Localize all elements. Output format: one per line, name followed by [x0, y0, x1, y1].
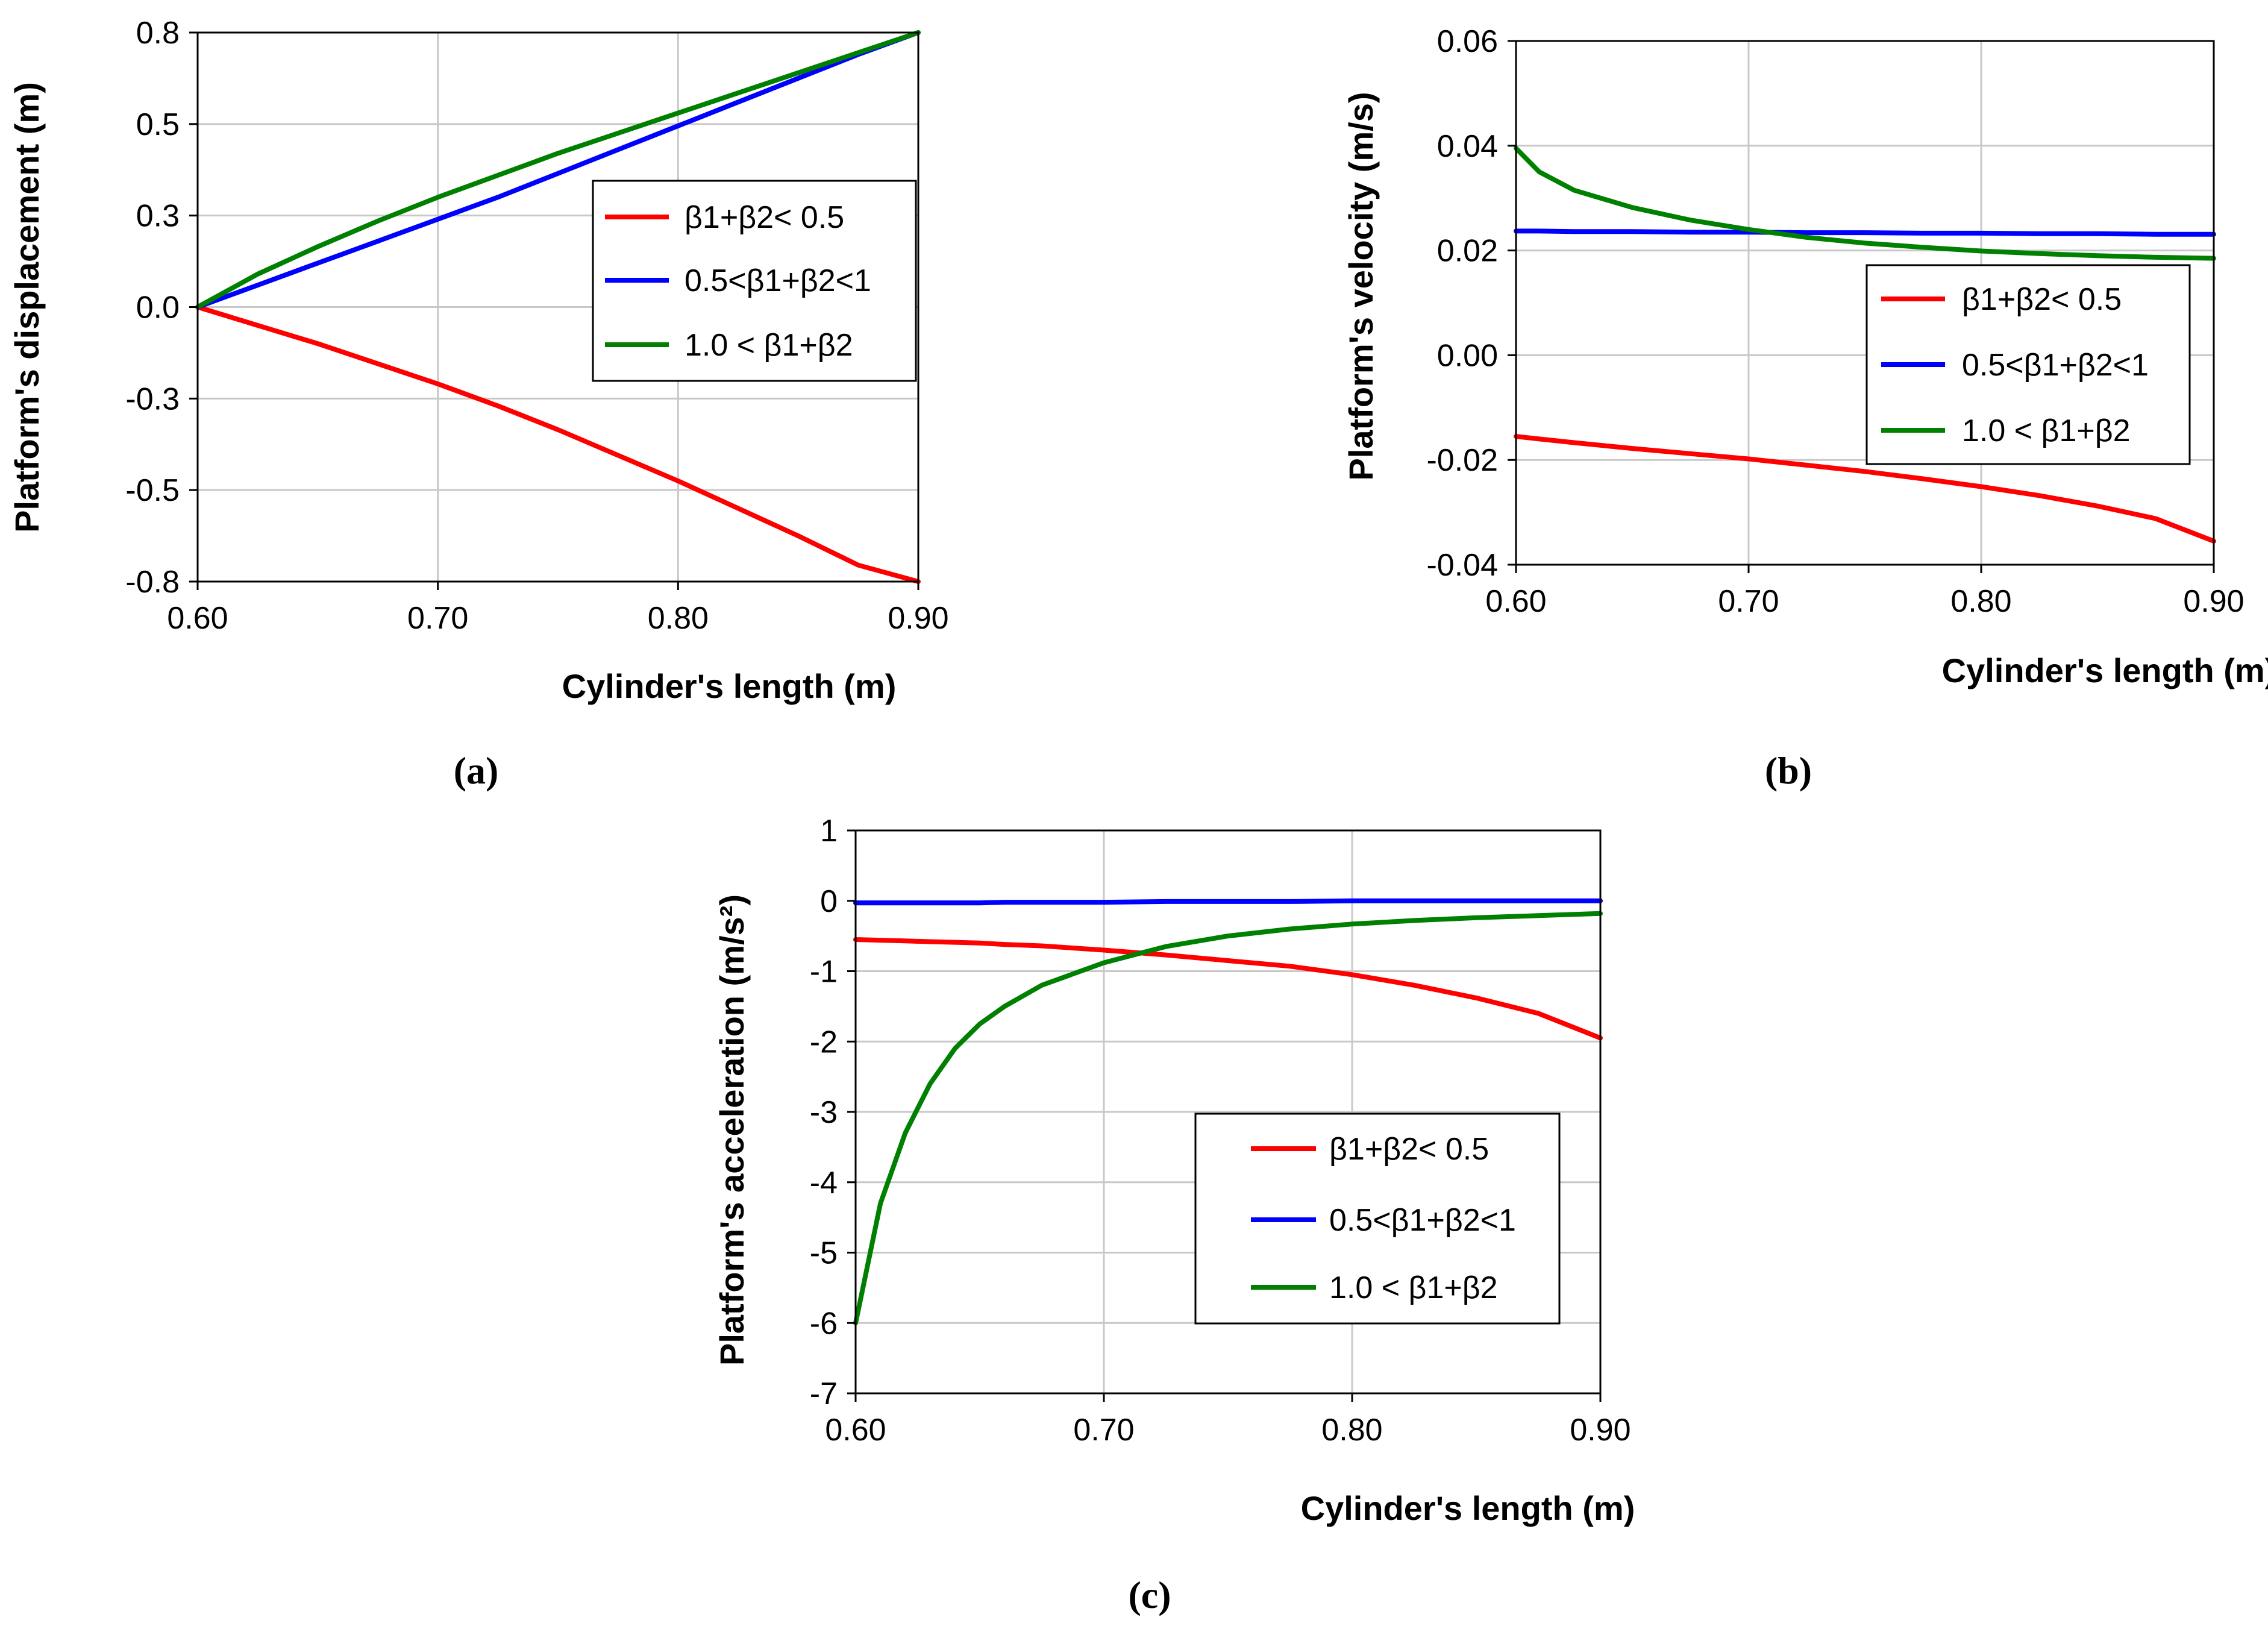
series-line-high [1514, 146, 2216, 261]
x-ticks: 0.60 0.70 0.80 0.90 [1485, 565, 2245, 619]
caption-b: (b) [1765, 749, 1812, 792]
series-layer [195, 30, 921, 584]
series-line-low [1514, 434, 2216, 544]
x-tick-label: 0.60 [1485, 584, 1546, 619]
y-tick-label: 0.8 [136, 16, 180, 51]
y-tick-label: 0 [820, 884, 838, 919]
series-line-mid [195, 30, 921, 310]
x-tick-label: 0.90 [1570, 1413, 1631, 1448]
x-tick-label: 0.70 [1073, 1413, 1134, 1448]
y-ticks: 1 0 -1 -2 -3 -4 -5 -6 -7 [810, 814, 856, 1411]
y-tick-label: 1 [820, 814, 838, 849]
plot-frame [1515, 40, 2215, 566]
chart-panel-b: 0.060.040.020.00-0.02-0.04 0.60 0.70 0.80 0… [1342, 24, 2268, 792]
x-tick-label: 0.60 [825, 1413, 886, 1448]
x-axis-label: Cylinder's length (m) [562, 667, 897, 705]
x-ticks: 0.60 0.70 0.80 0.90 [167, 582, 949, 636]
legend-label-mid: 0.5<β1+β2<1 [1962, 348, 2149, 383]
chart-panel-a: 0.8 0.5 0.3 0.0 -0.3 -0.5 -0.8 0.60 0.70 0.80 0.9… [8, 16, 949, 792]
y-tick-label: 0.5 [136, 107, 180, 142]
legend-label-low: β1+β2< 0.5 [684, 200, 844, 235]
y-ticks: 0.8 0.5 0.3 0.0 -0.3 -0.5 -0.8 [125, 16, 198, 600]
y-tick-label: -7 [810, 1376, 838, 1411]
x-axis-label: Cylinder's length (m) [1942, 651, 2268, 689]
y-tick-label: -1 [810, 955, 838, 990]
y-tick-label: 0.02 [1437, 234, 1498, 269]
y-tick-label: 0.00 [1437, 338, 1498, 373]
caption-c: (c) [1128, 1574, 1171, 1616]
series-line-high [195, 30, 921, 310]
y-axis-label: Platform's displacement (m) [8, 82, 46, 533]
y-tick-label: 0.0 [136, 290, 180, 325]
chart-panel-c: 1 0 -1 -2 -3 -4 -5 -6 -7 0.60 0.70 0.80 0.90 Platfo… [713, 814, 1635, 1616]
legend: β1+β2< 0.5 0.5<β1+β2<1 1.0 < β1+β2 [1194, 1113, 1561, 1325]
legend-label-low: β1+β2< 0.5 [1329, 1132, 1489, 1167]
y-tick-label: 0.3 [136, 199, 180, 234]
caption-a: (a) [454, 749, 499, 792]
y-tick-label: -0.3 [125, 381, 180, 416]
y-tick-label: 0.06 [1437, 24, 1498, 59]
legend-label-mid: 0.5<β1+β2<1 [1329, 1203, 1516, 1238]
y-tick-label: -3 [810, 1095, 838, 1130]
y-tick-label: -4 [810, 1166, 838, 1200]
series-line-high [853, 911, 1603, 1326]
x-tick-label: 0.90 [888, 601, 948, 636]
x-tick-label: 0.70 [1718, 584, 1779, 619]
x-tick-label: 0.80 [1950, 584, 2011, 619]
x-tick-label: 0.90 [2183, 584, 2244, 619]
y-tick-label: -0.02 [1426, 443, 1498, 478]
y-tick-label: -2 [810, 1025, 838, 1059]
x-tick-label: 0.60 [167, 601, 228, 636]
y-axis-label: Platform's acceleration (m/s²) [713, 894, 751, 1366]
y-tick-label: -6 [810, 1306, 838, 1341]
series-line-low [195, 304, 921, 584]
legend-label-high: 1.0 < β1+β2 [1962, 413, 2131, 448]
legend: β1+β2< 0.5 0.5<β1+β2<1 1.0 < β1+β2 [1865, 264, 2191, 465]
legend-label-high: 1.0 < β1+β2 [1329, 1270, 1498, 1305]
x-tick-label: 0.70 [407, 601, 468, 636]
series-layer [1514, 146, 2216, 544]
legend-label-mid: 0.5<β1+β2<1 [684, 263, 871, 298]
y-tick-label: -0.8 [125, 565, 180, 600]
x-ticks: 0.60 0.70 0.80 0.90 [825, 1393, 1631, 1448]
series-line-mid [1514, 228, 2216, 237]
y-tick-label: -5 [810, 1236, 838, 1271]
series-layer [853, 898, 1603, 1326]
series-line-mid [853, 898, 1603, 906]
x-tick-label: 0.80 [1321, 1413, 1382, 1448]
y-axis-label: Platform's velocity (m/s) [1342, 92, 1380, 480]
y-tick-label: -0.04 [1426, 548, 1498, 583]
y-ticks: 0.06 0.04 0.02 0.00 -0.02 -0.04 [1426, 24, 1516, 583]
series-line-low [853, 937, 1603, 1041]
y-tick-label: 0.04 [1437, 129, 1498, 164]
x-tick-label: 0.80 [648, 601, 709, 636]
y-tick-label: -0.5 [125, 473, 180, 508]
x-axis-label: Cylinder's length (m) [1301, 1489, 1635, 1527]
legend: β1+β2< 0.5 0.5<β1+β2<1 1.0 < β1+β2 [592, 180, 917, 382]
legend-label-low: β1+β2< 0.5 [1962, 282, 2122, 317]
legend-label-high: 1.0 < β1+β2 [684, 328, 853, 363]
